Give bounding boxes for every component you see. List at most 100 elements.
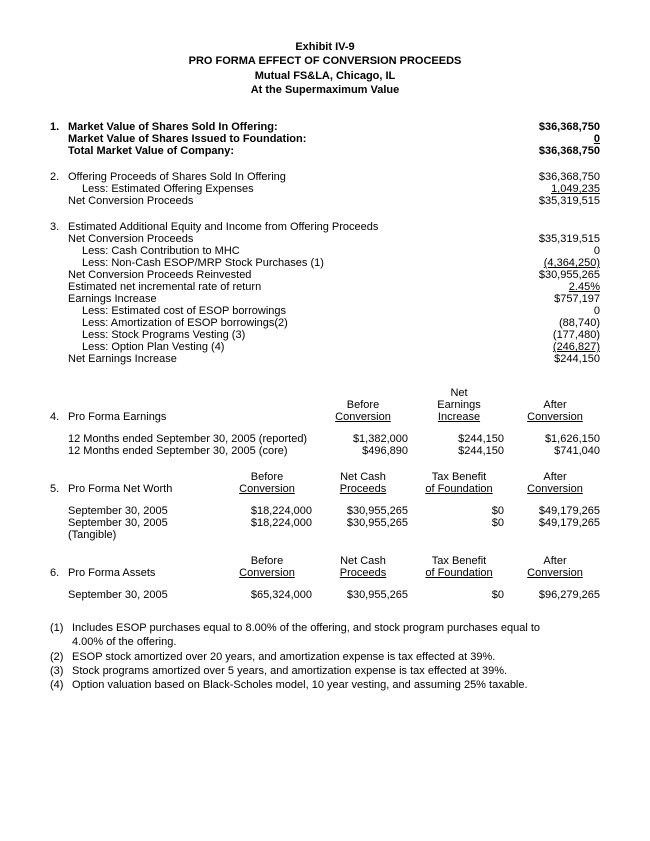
label: Less: Estimated Offering Expenses [68, 183, 510, 195]
section-number: 2. [50, 171, 68, 183]
footnote-text: 4.00% of the offering. [72, 636, 176, 648]
label: Net Conversion Proceeds Reinvested [68, 269, 510, 281]
col-header: of Foundation [408, 567, 504, 579]
value: (88,740) [510, 317, 600, 329]
value: $30,955,265 [312, 589, 408, 601]
value: 2.45% [510, 281, 600, 293]
footnote-num: (4) [50, 678, 72, 692]
col-header: Tax Benefit [408, 555, 504, 567]
value: $244,150 [510, 353, 600, 365]
col-header: Before [312, 399, 408, 411]
value: $30,955,265 [312, 505, 408, 517]
value: $36,368,750 [510, 121, 600, 133]
col-header: Proceeds [312, 567, 408, 579]
footnote-text: ESOP stock amortized over 20 years, and … [72, 651, 495, 663]
col-header: Tax Benefit [408, 471, 504, 483]
label: Less: Non-Cash ESOP/MRP Stock Purchases … [68, 257, 510, 269]
section-number: 4. [50, 411, 68, 423]
footnote-text: Includes ESOP purchases equal to 8.00% o… [72, 622, 540, 634]
section-number: 1. [50, 121, 68, 133]
value: $18,224,000 [216, 505, 312, 517]
section-3: 3. Estimated Additional Equity and Incom… [50, 221, 600, 365]
col-header: Net [408, 387, 504, 399]
value: $65,324,000 [216, 589, 312, 601]
value: $96,279,265 [504, 589, 600, 601]
label: September 30, 2005 (Tangible) [68, 517, 216, 541]
value: 0 [510, 133, 600, 145]
value: $741,040 [504, 445, 600, 457]
value: $49,179,265 [504, 517, 600, 541]
value: (4,364,250) [510, 257, 600, 269]
value: 0 [510, 245, 600, 257]
label: 12 Months ended September 30, 2005 (repo… [68, 433, 312, 445]
value: (177,480) [510, 329, 600, 341]
value: $18,224,000 [216, 517, 312, 541]
footnote-num: (3) [50, 664, 72, 678]
label: Estimated Additional Equity and Income f… [68, 221, 510, 233]
col-header: Conversion [216, 567, 312, 579]
footnotes: (1)Includes ESOP purchases equal to 8.00… [50, 621, 600, 692]
col-header: Conversion [504, 567, 600, 579]
label: Net Conversion Proceeds [68, 195, 510, 207]
value: $35,319,515 [510, 233, 600, 245]
col-header: Conversion [312, 411, 408, 423]
label: Total Market Value of Company: [68, 145, 510, 157]
section-number: 3. [50, 221, 68, 233]
value: $36,368,750 [510, 145, 600, 157]
value: $30,955,265 [312, 517, 408, 541]
value: $0 [408, 505, 504, 517]
col-header: Before [216, 555, 312, 567]
col-header: After [504, 471, 600, 483]
section-1: 1. Market Value of Shares Sold In Offeri… [50, 121, 600, 157]
col-header: After [504, 399, 600, 411]
col-header: Net Cash [312, 471, 408, 483]
col-header: Conversion [504, 411, 600, 423]
label: Less: Option Plan Vesting (4) [68, 341, 510, 353]
label: Offering Proceeds of Shares Sold In Offe… [68, 171, 510, 183]
col-header: Increase [408, 411, 504, 423]
value: $49,179,265 [504, 505, 600, 517]
section-6: Before Net Cash Tax Benefit After 6. Pro… [50, 555, 600, 601]
label: Less: Cash Contribution to MHC [68, 245, 510, 257]
header-line-4: At the Supermaximum Value [50, 83, 600, 97]
col-header: of Foundation [408, 483, 504, 495]
label: September 30, 2005 [68, 505, 216, 517]
col-header: Net Cash [312, 555, 408, 567]
label: Net Earnings Increase [68, 353, 510, 365]
label: September 30, 2005 [68, 589, 216, 601]
footnote-num: (2) [50, 650, 72, 664]
value: $36,368,750 [510, 171, 600, 183]
header-line-2: PRO FORMA EFFECT OF CONVERSION PROCEEDS [50, 54, 600, 68]
col-header: Conversion [504, 483, 600, 495]
label: Market Value of Shares Issued to Foundat… [68, 133, 510, 145]
footnote-num: (1) [50, 621, 72, 635]
value: 0 [510, 305, 600, 317]
label: Less: Stock Programs Vesting (3) [68, 329, 510, 341]
value: (246,827) [510, 341, 600, 353]
label: 12 Months ended September 30, 2005 (core… [68, 445, 312, 457]
section-title: Pro Forma Earnings [68, 411, 312, 423]
value: $757,197 [510, 293, 600, 305]
section-number: 6. [50, 567, 68, 579]
section-5: Before Net Cash Tax Benefit After 5. Pro… [50, 471, 600, 541]
value: $244,150 [408, 433, 504, 445]
col-header: Conversion [216, 483, 312, 495]
section-title: Pro Forma Net Worth [68, 483, 216, 495]
section-2: 2. Offering Proceeds of Shares Sold In O… [50, 171, 600, 207]
footnote-text: Option valuation based on Black-Scholes … [72, 679, 528, 691]
label: Less: Estimated cost of ESOP borrowings [68, 305, 510, 317]
label: Market Value of Shares Sold In Offering: [68, 121, 510, 133]
label: Net Conversion Proceeds [68, 233, 510, 245]
exhibit-header: Exhibit IV-9 PRO FORMA EFFECT OF CONVERS… [50, 40, 600, 97]
col-header [312, 387, 408, 399]
col-header [504, 387, 600, 399]
header-line-1: Exhibit IV-9 [50, 40, 600, 54]
value: $1,382,000 [312, 433, 408, 445]
label: Less: Amortization of ESOP borrowings(2) [68, 317, 510, 329]
value: $35,319,515 [510, 195, 600, 207]
col-header: After [504, 555, 600, 567]
value: 1,049,235 [510, 183, 600, 195]
value: $0 [408, 517, 504, 541]
col-header: Before [216, 471, 312, 483]
value: $30,955,265 [510, 269, 600, 281]
